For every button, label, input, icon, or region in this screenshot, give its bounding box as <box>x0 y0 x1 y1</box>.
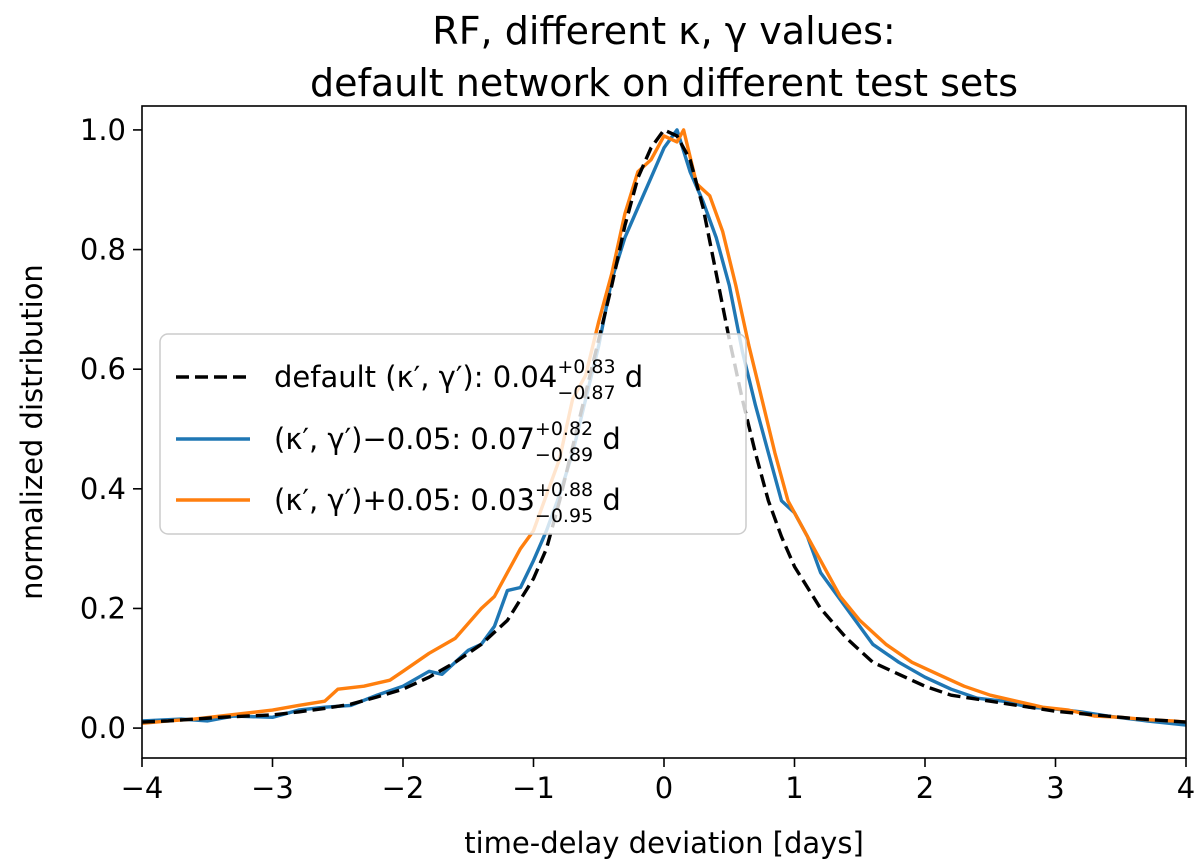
legend-label-minus: (κ′, γ′)−0.05: 0.07+0.82 −0.89 d <box>274 418 621 466</box>
chart-title: RF, different κ, γ values: default netwo… <box>310 9 1018 105</box>
legend-entries: default (κ′, γ′): 0.04+0.83 −0.87 d (κ′, γ… <box>176 356 643 527</box>
legend: default (κ′, γ′): 0.04+0.83 −0.87 d (κ′, γ… <box>159 333 747 535</box>
y-tick-label: 0.0 <box>80 711 126 745</box>
y-tick-label: 0.8 <box>80 233 126 267</box>
axis-ticks: −4 −3 −2 −1 0 1 2 3 4 0.0 0.2 0.4 0.6 0.8 1.0 <box>80 113 1195 805</box>
x-tick-label: 2 <box>916 771 934 805</box>
legend-box <box>159 333 747 535</box>
y-tick-label: 0.2 <box>80 591 126 625</box>
legend-label-plus: (κ′, γ′)+0.05: 0.03+0.88 −0.95 d <box>274 479 621 527</box>
y-tick-label: 0.4 <box>80 472 126 506</box>
y-tick-label: 0.6 <box>80 352 126 386</box>
chart-title-line-1: RF, different κ, γ values: <box>432 9 895 53</box>
x-tick-label: −3 <box>251 771 294 805</box>
series-line-minus <box>142 128 1186 727</box>
series-line-default <box>142 128 1186 724</box>
chart-title-line-2: default network on different test sets <box>310 61 1018 105</box>
x-axis-label: time-delay deviation [days] <box>464 826 864 860</box>
x-tick-label: 3 <box>1046 771 1064 805</box>
series-line-plus <box>142 128 1186 725</box>
x-tick-label: −2 <box>382 771 425 805</box>
legend-label-default: default (κ′, γ′): 0.04+0.83 −0.87 d <box>274 356 643 404</box>
x-tick-label: 0 <box>655 771 673 805</box>
x-tick-label: −1 <box>512 771 555 805</box>
x-tick-label: 4 <box>1177 771 1195 805</box>
y-axis-label: normalized distribution <box>15 264 49 600</box>
x-tick-label: 1 <box>785 771 803 805</box>
y-tick-label: 1.0 <box>80 113 126 147</box>
x-tick-label: −4 <box>121 771 164 805</box>
series-layer <box>142 128 1186 727</box>
